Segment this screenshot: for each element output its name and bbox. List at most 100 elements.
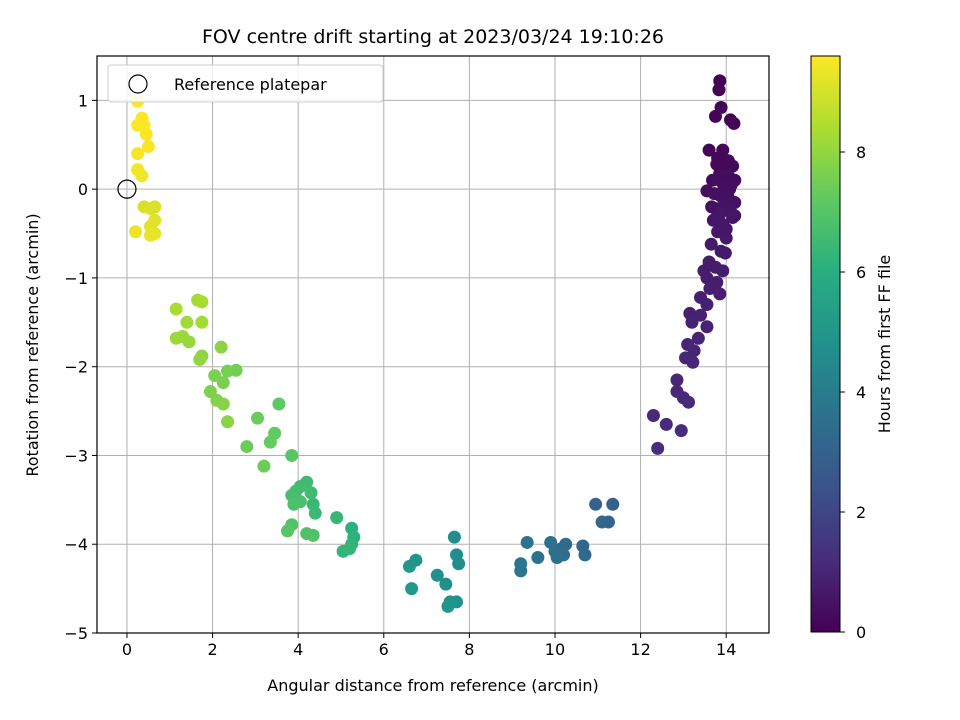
data-point xyxy=(694,308,708,322)
data-point xyxy=(336,544,350,558)
colorbar-tick-label: 4 xyxy=(856,383,866,402)
data-point xyxy=(402,559,416,573)
data-point xyxy=(221,415,235,429)
data-point xyxy=(195,295,209,309)
x-axis-label: Angular distance from reference (arcmin) xyxy=(267,676,598,695)
data-point xyxy=(439,577,453,591)
x-tick-label: 14 xyxy=(716,640,736,659)
y-tick-label: −3 xyxy=(64,446,88,465)
data-point xyxy=(169,331,183,345)
x-tick-label: 10 xyxy=(545,640,565,659)
data-point xyxy=(135,111,149,125)
data-point xyxy=(180,315,194,329)
y-tick-label: 0 xyxy=(78,180,88,199)
colorbar-tick-label: 0 xyxy=(856,623,866,642)
data-point xyxy=(697,264,711,278)
colorbar: 0 2 4 6 8 Hours from first FF file xyxy=(810,55,894,642)
data-point xyxy=(651,441,665,455)
data-point xyxy=(703,282,717,296)
data-point xyxy=(674,424,688,438)
data-point xyxy=(544,535,558,549)
data-point xyxy=(441,599,455,613)
data-point xyxy=(700,320,714,334)
data-point xyxy=(129,225,143,239)
data-point xyxy=(685,315,699,329)
data-point xyxy=(686,355,700,369)
colorbar-gradient xyxy=(810,55,841,633)
data-point xyxy=(550,551,564,565)
legend-marker-reference xyxy=(128,74,148,94)
data-point xyxy=(659,417,673,431)
data-point xyxy=(272,397,286,411)
grid-lines xyxy=(97,56,769,634)
data-point xyxy=(263,435,277,449)
data-point xyxy=(280,524,294,538)
data-point xyxy=(330,511,344,525)
data-point xyxy=(713,287,727,301)
data-point xyxy=(723,182,737,196)
data-point xyxy=(718,246,732,260)
x-tick-label: 8 xyxy=(464,640,474,659)
data-point xyxy=(141,140,155,154)
data-point xyxy=(708,109,722,123)
x-tick-label: 12 xyxy=(630,640,650,659)
data-point xyxy=(710,157,724,171)
data-point xyxy=(700,298,714,312)
data-point xyxy=(704,237,718,251)
legend-box xyxy=(107,64,384,103)
colorbar-label: Hours from first FF file xyxy=(875,255,894,434)
reference-platepar-point xyxy=(117,179,137,199)
data-point xyxy=(193,353,207,367)
data-point xyxy=(195,315,209,329)
reference-marker xyxy=(117,179,137,199)
data-point xyxy=(595,515,609,529)
data-point xyxy=(514,564,528,578)
colorbar-tick-label: 2 xyxy=(856,503,866,522)
data-point xyxy=(304,486,318,500)
data-point xyxy=(430,568,444,582)
data-point xyxy=(216,397,230,411)
data-point xyxy=(214,340,228,354)
data-point xyxy=(240,440,254,454)
data-point xyxy=(308,506,322,520)
y-tick-label: −1 xyxy=(64,269,88,288)
data-point xyxy=(646,409,660,423)
data-point xyxy=(606,497,620,511)
x-axis-ticks: 0 2 4 6 8 10 12 14 xyxy=(122,633,736,659)
y-axis-label: Rotation from reference (arcmin) xyxy=(23,213,42,476)
y-axis-ticks: −5 −4 −3 −2 −1 0 1 xyxy=(64,91,97,643)
y-tick-label: 1 xyxy=(78,91,88,110)
x-tick-label: 2 xyxy=(207,640,217,659)
data-point xyxy=(285,448,299,462)
data-point xyxy=(687,344,701,358)
data-point xyxy=(447,530,461,544)
data-point xyxy=(727,116,741,130)
x-tick-label: 6 xyxy=(379,640,389,659)
x-tick-label: 0 xyxy=(122,640,132,659)
y-tick-label: −2 xyxy=(64,358,88,377)
data-point xyxy=(452,557,466,571)
data-point xyxy=(251,411,265,425)
data-point xyxy=(144,228,158,242)
data-point xyxy=(306,528,320,542)
data-point xyxy=(670,373,684,387)
x-tick-label: 4 xyxy=(293,640,303,659)
colorbar-tick-label: 8 xyxy=(856,143,866,162)
data-point xyxy=(589,497,603,511)
legend-entry-reference-platepar: Reference platepar xyxy=(174,75,327,94)
chart-title: FOV centre drift starting at 2023/03/24 … xyxy=(202,26,664,48)
data-point xyxy=(691,331,705,345)
data-point xyxy=(221,364,235,378)
data-point xyxy=(682,395,696,409)
colorbar-tick-label: 6 xyxy=(856,263,866,282)
data-point xyxy=(257,459,271,473)
data-point xyxy=(169,302,183,316)
data-point xyxy=(706,173,720,187)
plot-frame xyxy=(96,55,770,634)
data-point xyxy=(216,376,230,390)
data-point xyxy=(728,209,742,223)
data-point xyxy=(144,202,158,216)
data-point xyxy=(719,222,733,236)
data-point xyxy=(131,163,145,177)
